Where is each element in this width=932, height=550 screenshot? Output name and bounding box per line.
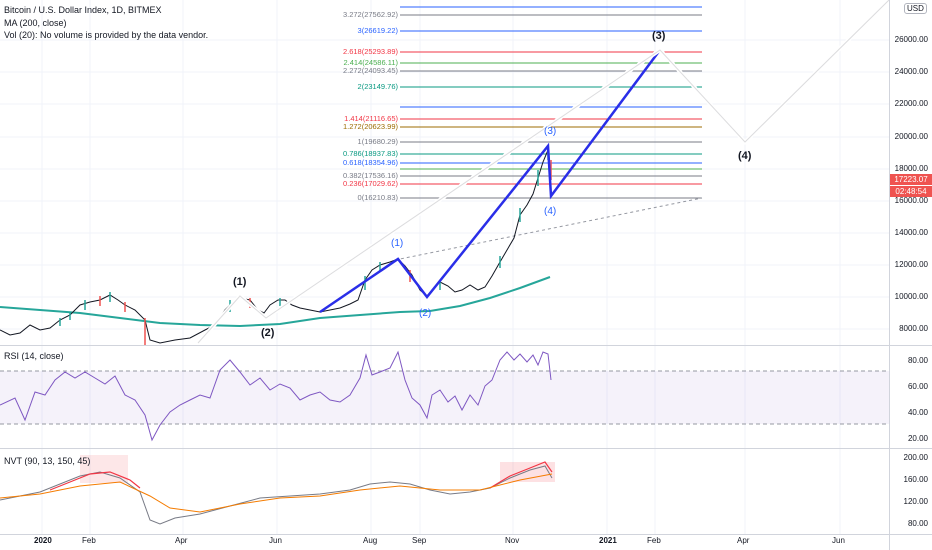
fib-label: 3.272(27562.92) [342,10,398,19]
fib-label: 1(19680.29) [357,137,398,146]
rsi-legend: RSI (14, close) [4,351,64,361]
time-label: Jun [832,536,845,545]
price-scale[interactable]: 2 USD 26000.0024000.0022000.0020000.0018… [890,0,932,345]
price-tick: 16000.00 [894,196,928,205]
countdown-badge: 02:48:54 [890,186,932,197]
nvt-tick: 80.00 [907,519,928,528]
fib-label: 0(16210.83) [357,193,398,202]
current-price-badge: 17223.07 [890,174,932,185]
currency-badge[interactable]: USD [904,3,927,14]
rsi-tick: 60.00 [907,382,928,391]
nvt-scale[interactable]: 200.00 160.00 120.00 80.00 [890,449,932,534]
fib-label: 0.786(18937.83) [342,149,398,158]
price-tick: 26000.00 [894,35,928,44]
nvt-tick: 120.00 [903,497,928,506]
time-label: 2021 [599,536,617,545]
fib-label: 3(26619.22) [357,26,398,35]
chart-title: Bitcoin / U.S. Dollar Index, 1D, BITMEX [4,5,162,15]
nvt-tick: 160.00 [903,475,928,484]
vol-legend: Vol (20): No volume is provided by the d… [4,30,209,40]
blue-wave-label-4: (4) [544,206,557,217]
time-label: Feb [647,536,661,545]
time-label: Sep [412,536,427,545]
rsi-tick: 80.00 [907,356,928,365]
price-tick: 12000.00 [894,260,928,269]
fib-label: 0.236(17029.62) [342,179,398,188]
price-tick: 20000.00 [894,132,928,141]
nvt-tick: 200.00 [903,453,928,462]
blue-wave-label-2: (2) [419,308,432,319]
rsi-scale[interactable]: 80.00 60.00 40.00 20.00 [890,346,932,448]
ma-legend: MA (200, close) [4,18,67,28]
blue-wave-label-1: (1) [391,238,404,249]
wave-label-3: (3) [652,30,666,42]
fib-label: 1.414(21116.65) [344,114,398,123]
price-tick: 10000.00 [894,292,928,301]
nvt-legend: NVT (90, 13, 150, 45) [4,456,91,466]
blue-wave-label-3: (3) [544,126,557,137]
wave-label-1: (1) [233,276,247,288]
price-tick: 22000.00 [894,99,928,108]
fib-label: 2.272(24093.45) [342,66,398,75]
fib-label: 2(23149.76) [357,82,398,91]
price-tick: 8000.00 [899,324,928,333]
time-label: Feb [82,536,96,545]
fib-label: 2.414(24586.11) [343,58,399,67]
wave-label-2: (2) [261,327,275,339]
main-chart[interactable] [0,0,889,550]
price-tick: 24000.00 [894,67,928,76]
fib-label: 0.618(18354.96) [342,158,398,167]
time-label: Apr [737,536,750,545]
time-label: Aug [363,536,378,545]
rsi-tick: 40.00 [907,408,928,417]
fib-label: 1.272(20623.99) [342,122,398,131]
time-label: 2020 [34,536,52,545]
wave-label-4: (4) [738,150,752,162]
time-label: Apr [175,536,188,545]
time-label: Jun [269,536,282,545]
price-tick: 18000.00 [894,164,928,173]
fib-label: 2.618(25293.89) [342,47,398,56]
price-tick: 14000.00 [894,228,928,237]
rsi-tick: 20.00 [907,434,928,443]
time-label: Nov [505,536,520,545]
fib-label: 0.382(17536.16) [342,171,398,180]
